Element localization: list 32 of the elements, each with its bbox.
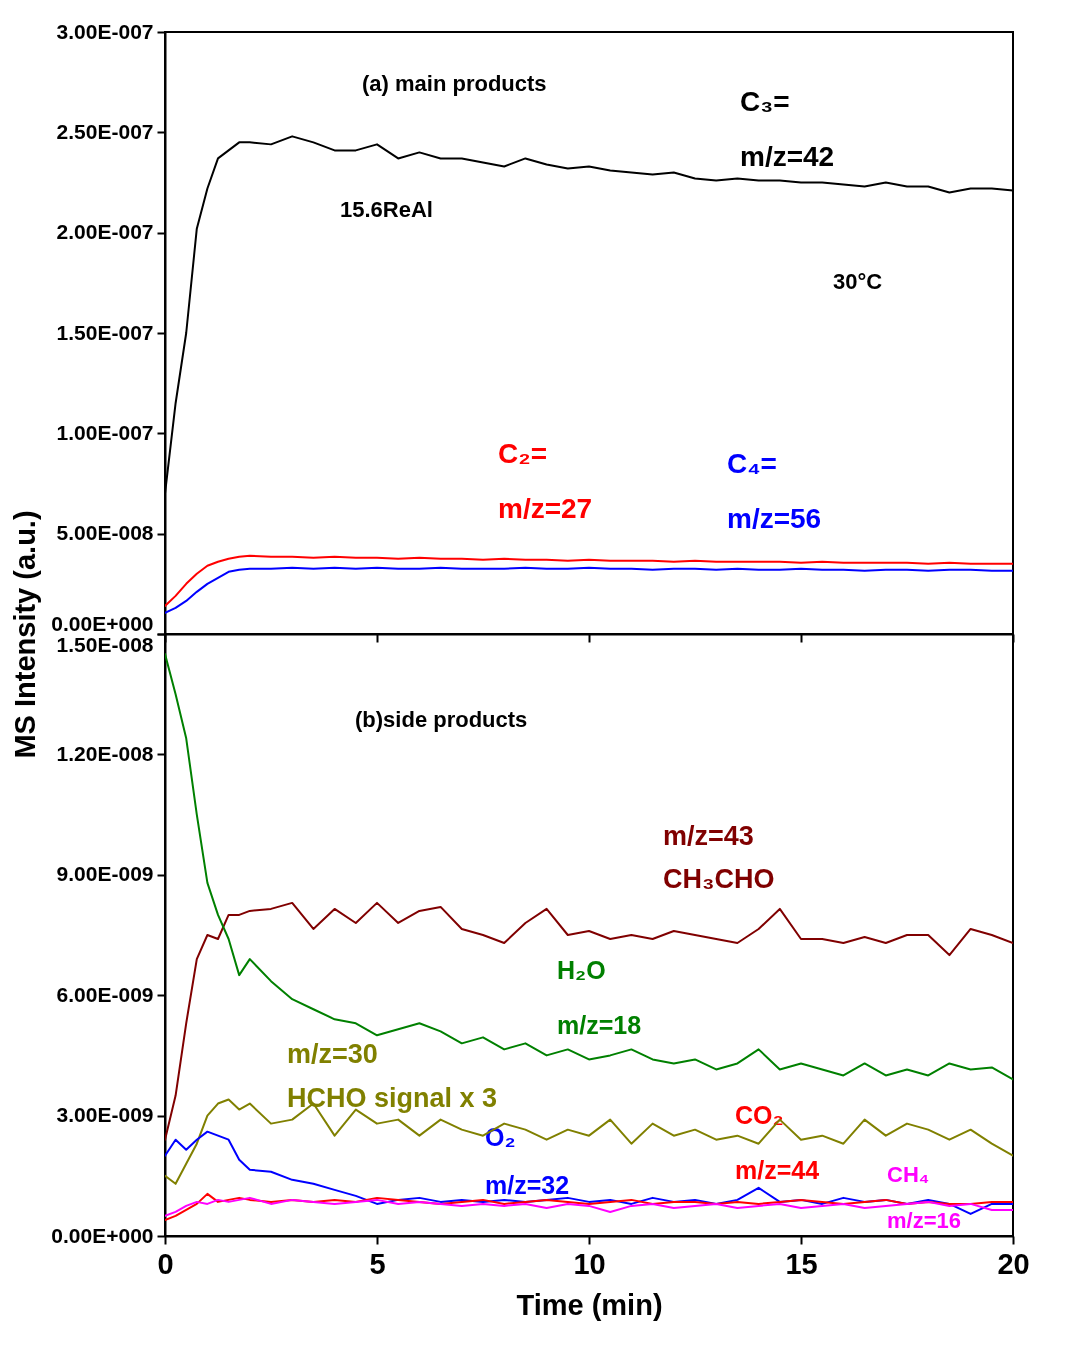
y-tick-label: 9.00E-009 — [56, 862, 154, 886]
series-label: H₂O m/z=18 — [557, 956, 642, 1039]
series-label: m/z=43 CH₃CHO — [663, 821, 775, 894]
series-label: CH₄ m/z=16 — [887, 1162, 961, 1233]
series-label: C₃= m/z=42 — [740, 86, 835, 172]
y-tick-label: 6.00E-009 — [56, 982, 154, 1006]
x-tick-label: 15 — [785, 1247, 818, 1280]
x-tick-label: 0 — [157, 1247, 174, 1280]
y-tick-label: 1.20E-008 — [56, 741, 154, 765]
y-tick-label: 3.00E-007 — [56, 19, 154, 43]
annotation: (a) main products — [362, 71, 547, 96]
series-label: C₄= m/z=56 — [727, 448, 822, 534]
series-label: C₂= m/z=27 — [498, 438, 593, 524]
y-tick-label: 1.50E-007 — [56, 320, 154, 344]
y-tick-label: 3.00E-009 — [56, 1103, 154, 1127]
y-tick-label: 2.00E-007 — [56, 220, 154, 244]
y-tick-label: 5.00E-008 — [56, 521, 154, 545]
y-tick-label: 0.00E+000 — [51, 611, 154, 635]
y-tick-label: 1.00E-007 — [56, 420, 154, 444]
y-axis-title: MS Intensity (a.u.) — [9, 510, 42, 759]
x-tick-label: 10 — [573, 1247, 606, 1280]
y-tick-label: 2.50E-007 — [56, 119, 154, 143]
series-label: m/z=30 HCHO signal x 3 — [287, 1039, 498, 1113]
y-tick-label: 1.50E-008 — [56, 632, 154, 656]
x-axis-title: Time (min) — [516, 1288, 663, 1321]
annotation: (b)side products — [355, 707, 528, 732]
annotation: 30°C — [833, 269, 883, 294]
series-label: CO₂ m/z=44 — [735, 1101, 820, 1184]
x-tick-label: 5 — [369, 1247, 386, 1280]
annotation: 15.6ReAl — [340, 197, 433, 222]
y-tick-label: 0.00E+000 — [51, 1223, 154, 1247]
x-tick-label: 20 — [997, 1247, 1030, 1280]
